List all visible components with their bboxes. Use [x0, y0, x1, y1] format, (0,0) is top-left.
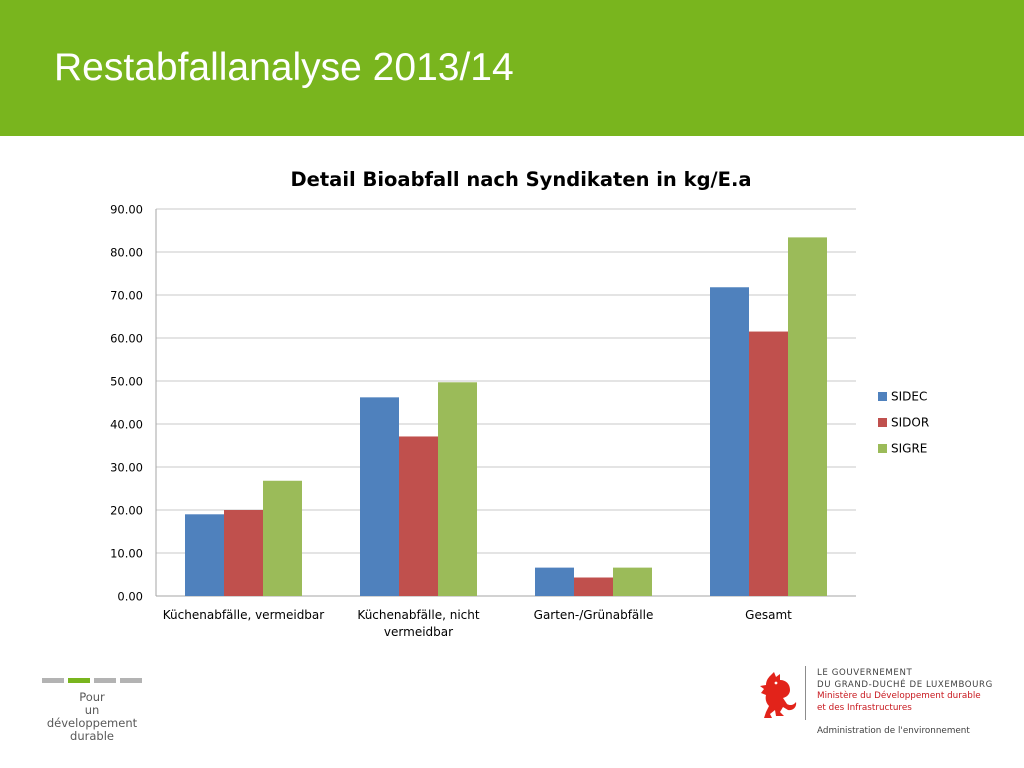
x-tick-label: Küchenabfälle, vermeidbar [163, 608, 324, 622]
government-text: LE GOUVERNEMENT DU GRAND-DUCHÉ DE LUXEMB… [817, 668, 993, 714]
gov-line: LE GOUVERNEMENT [817, 668, 913, 678]
y-tick-label: 0.00 [117, 590, 143, 604]
legend-swatch [878, 444, 887, 453]
bar-sigre [263, 480, 302, 596]
legend-swatch [878, 392, 887, 401]
legend-swatch [878, 418, 887, 427]
logo-dashes [42, 678, 144, 683]
bar-sidec [360, 397, 399, 596]
sdd-line: Pour [79, 690, 105, 704]
red-lion-icon [760, 672, 797, 718]
x-tick-label: Gesamt [745, 608, 792, 622]
ministry-line: Ministère du Développement durable [817, 691, 981, 701]
x-tick-label: vermeidbar [384, 625, 453, 639]
bar-sidec [535, 567, 574, 596]
x-tick-label: Garten-/Grünabfälle [534, 608, 654, 622]
header-bar: Restabfallanalyse 2013/14 [0, 0, 1024, 136]
sdd-line: un développement [46, 703, 138, 730]
x-tick-label: Küchenabfälle, nicht [357, 608, 479, 622]
bar-sidor [224, 510, 263, 596]
government-logo: LE GOUVERNEMENT DU GRAND-DUCHÉ DE LUXEMB… [756, 664, 1016, 748]
y-tick-label: 20.00 [110, 504, 143, 518]
legend-label: SIDOR [891, 416, 929, 430]
x-axis-tick-labels: Küchenabfälle, vermeidbar Küchenabfälle, … [163, 608, 792, 639]
legend-label: SIDEC [891, 390, 927, 404]
bar-sidec [185, 514, 224, 596]
y-axis-tick-labels: 0.00 10.00 20.00 30.00 40.00 50.00 60.00 70.00 8… [110, 203, 143, 604]
y-tick-label: 40.00 [110, 418, 143, 432]
bar-sigre [613, 567, 652, 596]
dash-icon [94, 678, 116, 683]
gov-line: DU GRAND-DUCHÉ DE LUXEMBOURG [817, 679, 993, 690]
dash-icon [68, 678, 90, 683]
y-tick-label: 30.00 [110, 461, 143, 475]
y-tick-label: 80.00 [110, 246, 143, 260]
y-tick-label: 70.00 [110, 289, 143, 303]
ministry-line: et des Infrastructures [817, 702, 912, 713]
bar-sigre [788, 237, 827, 596]
y-tick-label: 50.00 [110, 375, 143, 389]
dash-icon [120, 678, 142, 683]
bar-sidor [749, 331, 788, 596]
legend: SIDEC SIDOR SIGRE [878, 390, 929, 456]
sustainable-development-logo: Pour un développement durable [40, 678, 144, 743]
y-tick-label: 60.00 [110, 332, 143, 346]
bar-sigre [438, 382, 477, 596]
sdd-label: Pour un développement durable [40, 691, 144, 743]
slide-title: Restabfallanalyse 2013/14 [54, 46, 514, 89]
bar-sidor [399, 436, 438, 596]
legend-label: SIGRE [891, 442, 927, 456]
bar-sidec [710, 287, 749, 596]
logo-divider [805, 666, 806, 720]
chart-title: Detail Bioabfall nach Syndikaten in kg/E… [290, 168, 751, 191]
administration-label: Administration de l'environnement [817, 726, 970, 736]
dash-icon [42, 678, 64, 683]
sdd-line: durable [70, 729, 114, 743]
bars [185, 237, 827, 596]
y-tick-label: 10.00 [110, 547, 143, 561]
y-tick-label: 90.00 [110, 203, 143, 217]
bar-sidor [574, 577, 613, 596]
